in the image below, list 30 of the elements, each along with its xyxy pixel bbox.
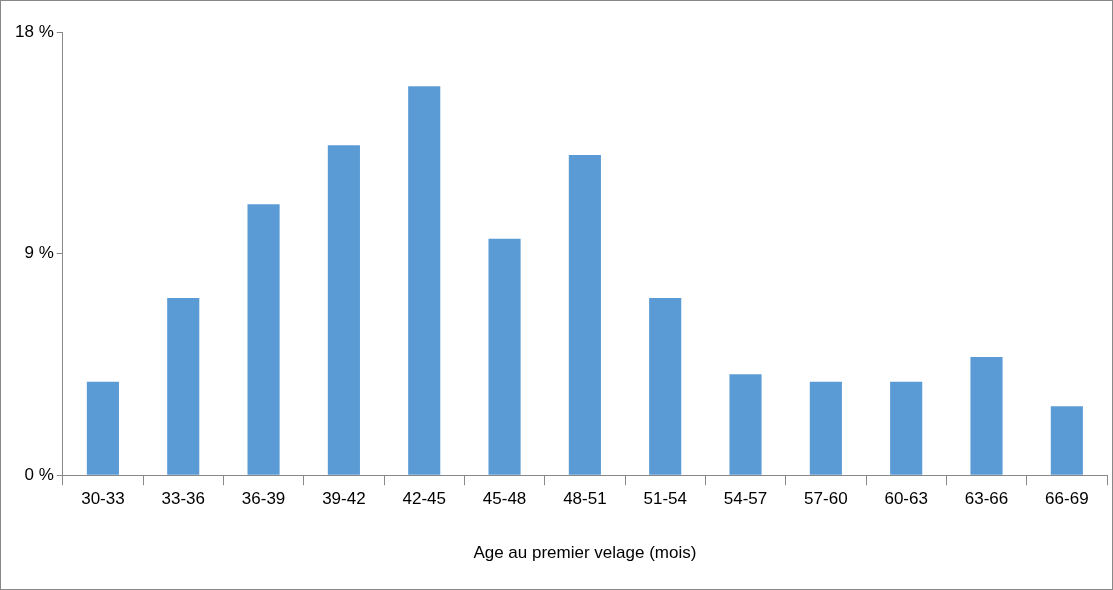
x-tick-label: 66-69 — [1045, 489, 1089, 509]
x-tick-label: 39-42 — [322, 489, 366, 509]
bar — [327, 145, 360, 475]
x-tick-label: 42-45 — [402, 489, 446, 509]
x-tick-label: 60-63 — [884, 489, 928, 509]
bar — [809, 381, 842, 475]
x-tick-label: 57-60 — [804, 489, 848, 509]
bar — [247, 204, 280, 475]
bar — [970, 357, 1003, 475]
x-tick-label: 45-48 — [482, 489, 527, 509]
bar — [86, 381, 119, 475]
x-axis-title: Age au premier velage (mois) — [473, 543, 697, 563]
bar — [890, 381, 923, 475]
x-tick-label: 51-54 — [643, 489, 687, 509]
x-tick-label: 54-57 — [723, 489, 768, 509]
bar — [568, 155, 601, 475]
y-tick-label: 18 % — [15, 21, 54, 41]
bar — [167, 297, 200, 475]
y-tick-label: 0 % — [24, 464, 54, 484]
y-tick-label: 9 % — [24, 243, 54, 263]
bar — [1050, 406, 1083, 475]
bar — [649, 297, 682, 475]
x-tick-label: 48-51 — [563, 489, 607, 509]
x-tick-label: 36-39 — [241, 489, 286, 509]
bar — [729, 374, 762, 475]
x-tick-label: 33-36 — [161, 489, 205, 509]
bar — [488, 238, 521, 475]
bar — [408, 86, 441, 475]
x-tick-label: 63-66 — [964, 489, 1009, 509]
x-tick-label: 30-33 — [81, 489, 125, 509]
